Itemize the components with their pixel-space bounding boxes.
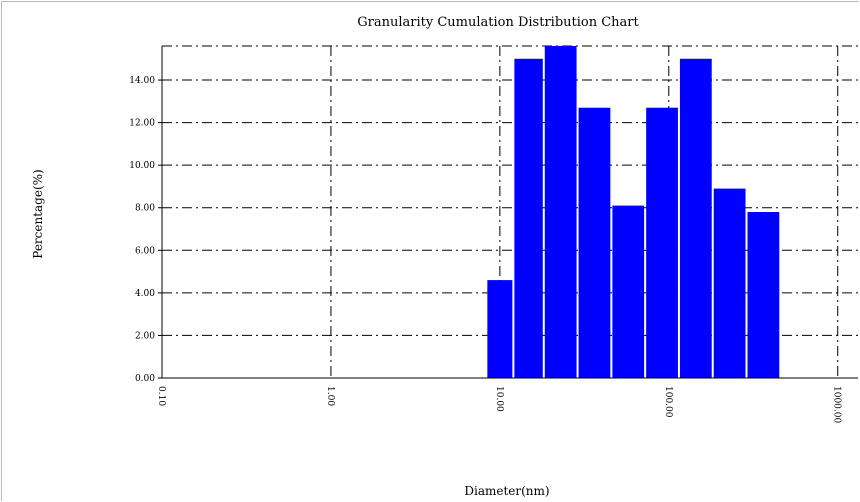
x-axis-label: Diameter(nm): [464, 484, 549, 498]
bar: [713, 188, 746, 378]
y-axis-label: Percentage(%): [31, 169, 45, 258]
x-tick-label: 1000.00: [832, 386, 842, 423]
x-tick-label: 0.10: [156, 386, 166, 406]
y-tick-label: 10.00: [129, 161, 155, 171]
y-tick-label: 12.00: [129, 119, 155, 129]
x-tick-label: 100.00: [663, 386, 673, 418]
bar: [679, 58, 712, 379]
bar: [578, 107, 611, 378]
chart-title: Granularity Cumulation Distribution Char…: [357, 15, 639, 30]
y-tick-label: 6.00: [135, 246, 155, 256]
y-tick-label: 8.00: [135, 204, 155, 214]
bar: [487, 280, 513, 378]
y-tick-label: 2.00: [135, 331, 155, 341]
x-tick-labels: 0.10 1.00 10.00 100.00 1000.00: [156, 386, 842, 423]
bar: [544, 46, 577, 378]
y-tick-labels: 0.00 2.00 4.00 6.00 8.00 10.00 12.00 14.00: [129, 76, 162, 384]
y-tick-label: 14.00: [129, 76, 155, 86]
axes: [161, 46, 858, 379]
x-tick-label: 1.00: [325, 386, 335, 406]
bar: [747, 212, 780, 378]
x-tick-label: 10.00: [494, 386, 504, 412]
y-tick-label: 4.00: [135, 289, 155, 299]
bar-series: [487, 46, 780, 379]
bar: [646, 107, 678, 378]
y-tick-label: 0.00: [135, 374, 155, 384]
bar: [612, 205, 645, 378]
bar: [514, 58, 543, 379]
